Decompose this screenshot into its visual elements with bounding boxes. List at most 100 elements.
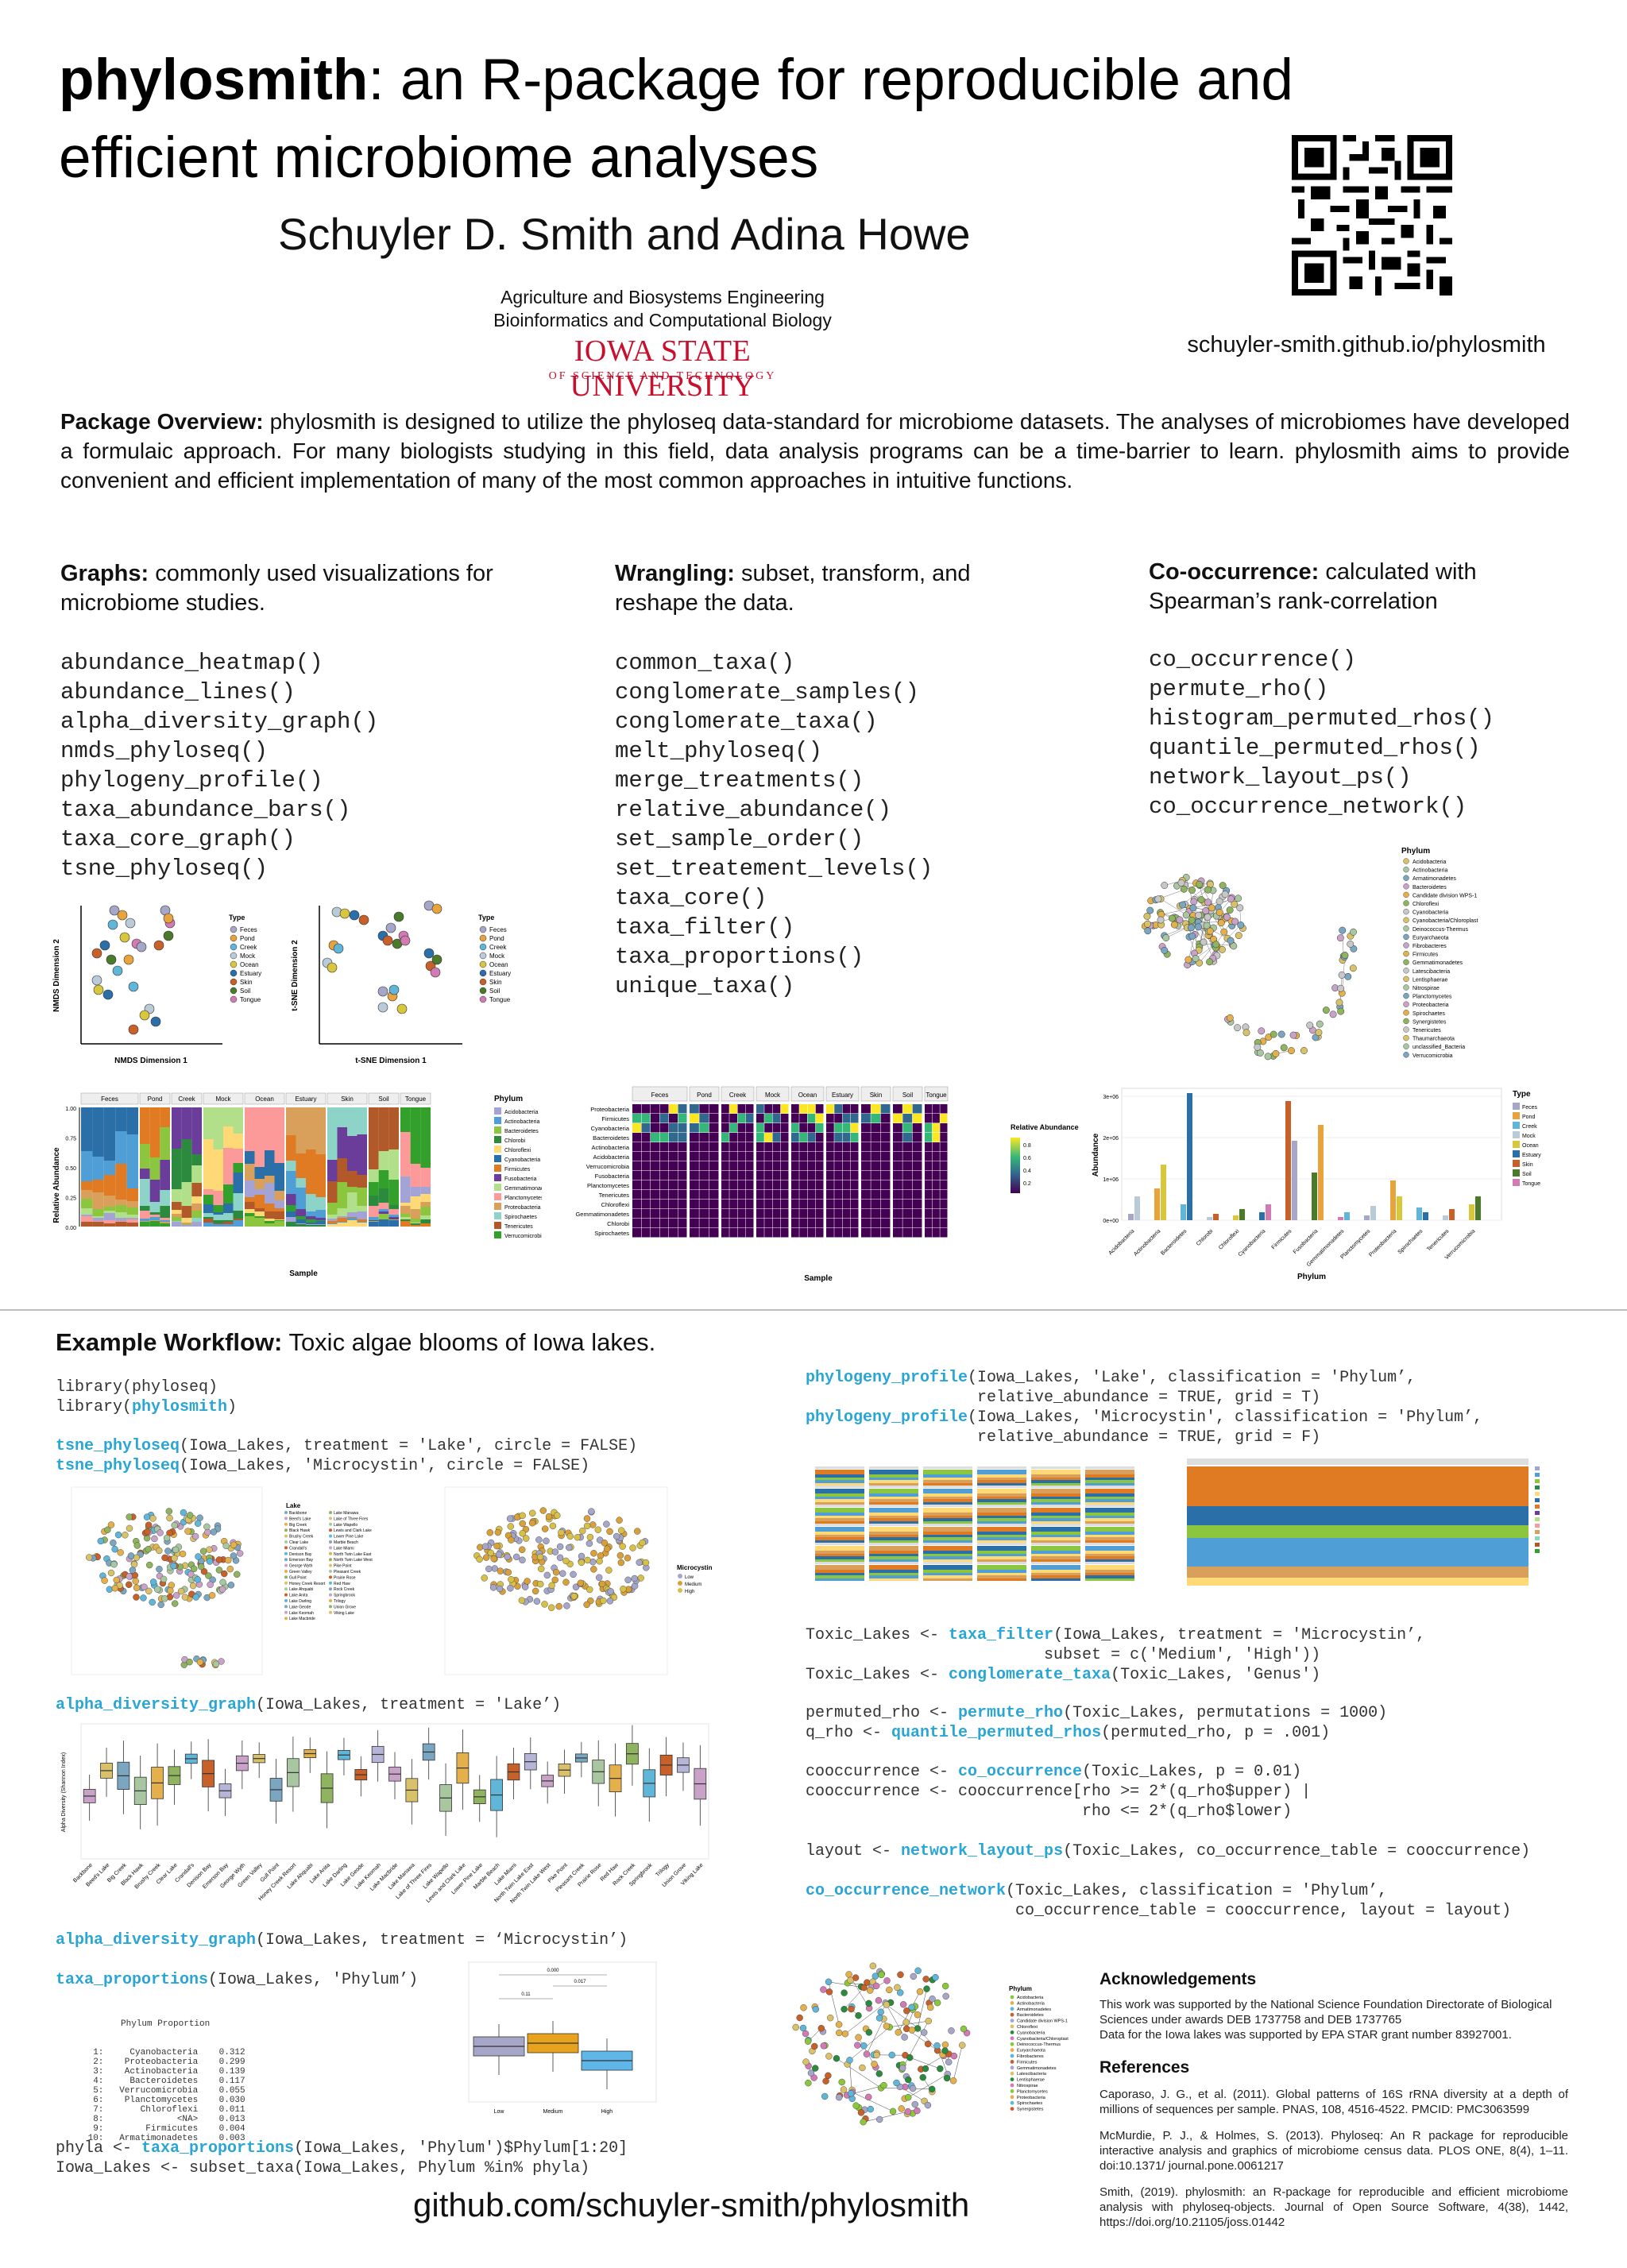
heatmap-cell	[850, 1228, 859, 1238]
heatmap-cell	[632, 1133, 641, 1142]
legend-swatch	[494, 1155, 501, 1162]
code-line: co_occurrence_table = cooccurrence, layo…	[806, 1902, 1512, 1920]
function-item: network_layout_ps()	[1149, 764, 1412, 790]
heatmap-cell	[940, 1104, 948, 1114]
heatmap-cell	[780, 1152, 789, 1161]
profile-band	[1031, 1502, 1080, 1505]
heatmap-cell	[940, 1219, 948, 1228]
profile-band	[869, 1551, 918, 1554]
profile-band	[923, 1570, 972, 1573]
abund-bar	[1443, 1215, 1448, 1220]
heatmap-cell	[721, 1219, 729, 1228]
abund-bar	[1207, 1217, 1212, 1220]
function-item: taxa_proportions()	[615, 944, 864, 970]
profile-band	[923, 1497, 972, 1499]
heatmap-cell	[632, 1123, 641, 1133]
bar-segment	[149, 1220, 160, 1221]
tsne-micro-point	[642, 1559, 650, 1567]
network-node	[883, 1977, 891, 1984]
network-edge	[917, 1988, 927, 2029]
network-node	[1289, 1031, 1297, 1039]
tsne-micro-point	[539, 1507, 547, 1514]
heatmap-cell	[772, 1123, 781, 1133]
heatmap-cell	[850, 1104, 859, 1114]
github-link[interactable]: github.com/schuyler-smith/phylosmith	[413, 2186, 970, 2224]
network-legend-title: Phylum	[1401, 847, 1430, 856]
legend-swatch	[1513, 1169, 1520, 1177]
code-text: Toxic_Lakes <-	[806, 1666, 949, 1684]
legend-label: Viking Lake	[334, 1611, 354, 1616]
heatmap-cell	[641, 1114, 651, 1123]
legend-label: Planctomycetes	[1017, 2089, 1048, 2094]
network-node	[914, 2107, 921, 2115]
bar-segment	[420, 1215, 431, 1219]
bar-segment	[274, 1208, 284, 1211]
legend-swatch	[1535, 1530, 1540, 1534]
heatmap-cell	[729, 1104, 737, 1114]
bar-segment	[140, 1144, 150, 1169]
tsne-micro-point	[563, 1602, 570, 1609]
legend-label: Tongue	[489, 996, 511, 1003]
tsne-point	[430, 967, 441, 978]
profile-band	[1085, 1493, 1134, 1497]
code-function: phylogeny_profile	[806, 1408, 968, 1427]
bar-segment	[213, 1215, 223, 1220]
network-node	[800, 2004, 807, 2011]
profile-band	[1187, 1506, 1528, 1525]
network-node	[928, 2085, 936, 2093]
network-node	[841, 2030, 849, 2038]
tsne-micro-point	[543, 1571, 551, 1579]
tsne-micro-point	[597, 1552, 605, 1559]
heatmap-cell	[940, 1152, 948, 1161]
affiliation-1: Agriculture and Biosystems Engineering	[500, 287, 825, 307]
profile-band	[1031, 1551, 1080, 1554]
network-edge	[836, 2058, 882, 2088]
network-node	[914, 1967, 922, 1974]
tick-label: 0.50	[65, 1166, 76, 1172]
profile-band	[815, 1540, 864, 1543]
heatmap-cell	[807, 1200, 816, 1209]
heatmap-cell	[772, 1219, 781, 1228]
bar-segment	[233, 1219, 243, 1220]
profile-band	[869, 1508, 918, 1513]
bar-segment	[126, 1207, 138, 1215]
heatmap-cell	[850, 1133, 859, 1142]
heatmap-cell	[721, 1161, 729, 1171]
tsne-micro-point	[589, 1521, 597, 1528]
code-function: phylosmith	[132, 1398, 228, 1416]
qr-code-icon[interactable]	[1292, 135, 1452, 296]
network-node	[886, 1986, 893, 1994]
bar-segment	[149, 1202, 160, 1212]
category-label: Actinobacteria	[1133, 1228, 1161, 1257]
heatmap-cell	[826, 1104, 834, 1114]
legend-swatch	[494, 1231, 501, 1238]
bar-segment	[160, 1127, 170, 1160]
legend-label: Planctomycetes	[1413, 995, 1452, 1000]
bar-segment	[369, 1217, 379, 1220]
profile-band	[815, 1489, 864, 1493]
legend-swatch	[284, 1581, 288, 1585]
heatmap-cell	[912, 1171, 922, 1180]
code-text: layout <-	[806, 1842, 902, 1860]
bar-segment	[420, 1219, 431, 1223]
heatmap-cell	[756, 1209, 764, 1219]
heatmap-cell	[799, 1190, 807, 1200]
row-label: Cyanobacteria	[591, 1125, 630, 1132]
project-website-link[interactable]: schuyler-smith.github.io/phylosmith	[1187, 332, 1546, 357]
profile-band	[815, 1527, 864, 1532]
tsne-point	[339, 908, 350, 919]
wrangling-label: Wrangling:	[615, 561, 735, 586]
bar-segment	[388, 1220, 399, 1227]
legend-label: Gull Point	[289, 1575, 307, 1580]
bar-segment	[223, 1222, 234, 1224]
legend-label: Armatimonadetes	[1017, 2007, 1051, 2012]
tick-label: 1.00	[65, 1107, 76, 1112]
tsne-micro-point	[519, 1520, 526, 1528]
tsne-lake-point	[144, 1528, 151, 1536]
tsne-micro-point	[508, 1576, 515, 1583]
heatmap-cell	[880, 1104, 891, 1114]
legend-swatch	[479, 969, 487, 977]
profile-band	[815, 1493, 864, 1497]
legend-label: Deinococcus-Thermus	[1413, 927, 1469, 933]
facet-strip	[924, 1086, 949, 1102]
